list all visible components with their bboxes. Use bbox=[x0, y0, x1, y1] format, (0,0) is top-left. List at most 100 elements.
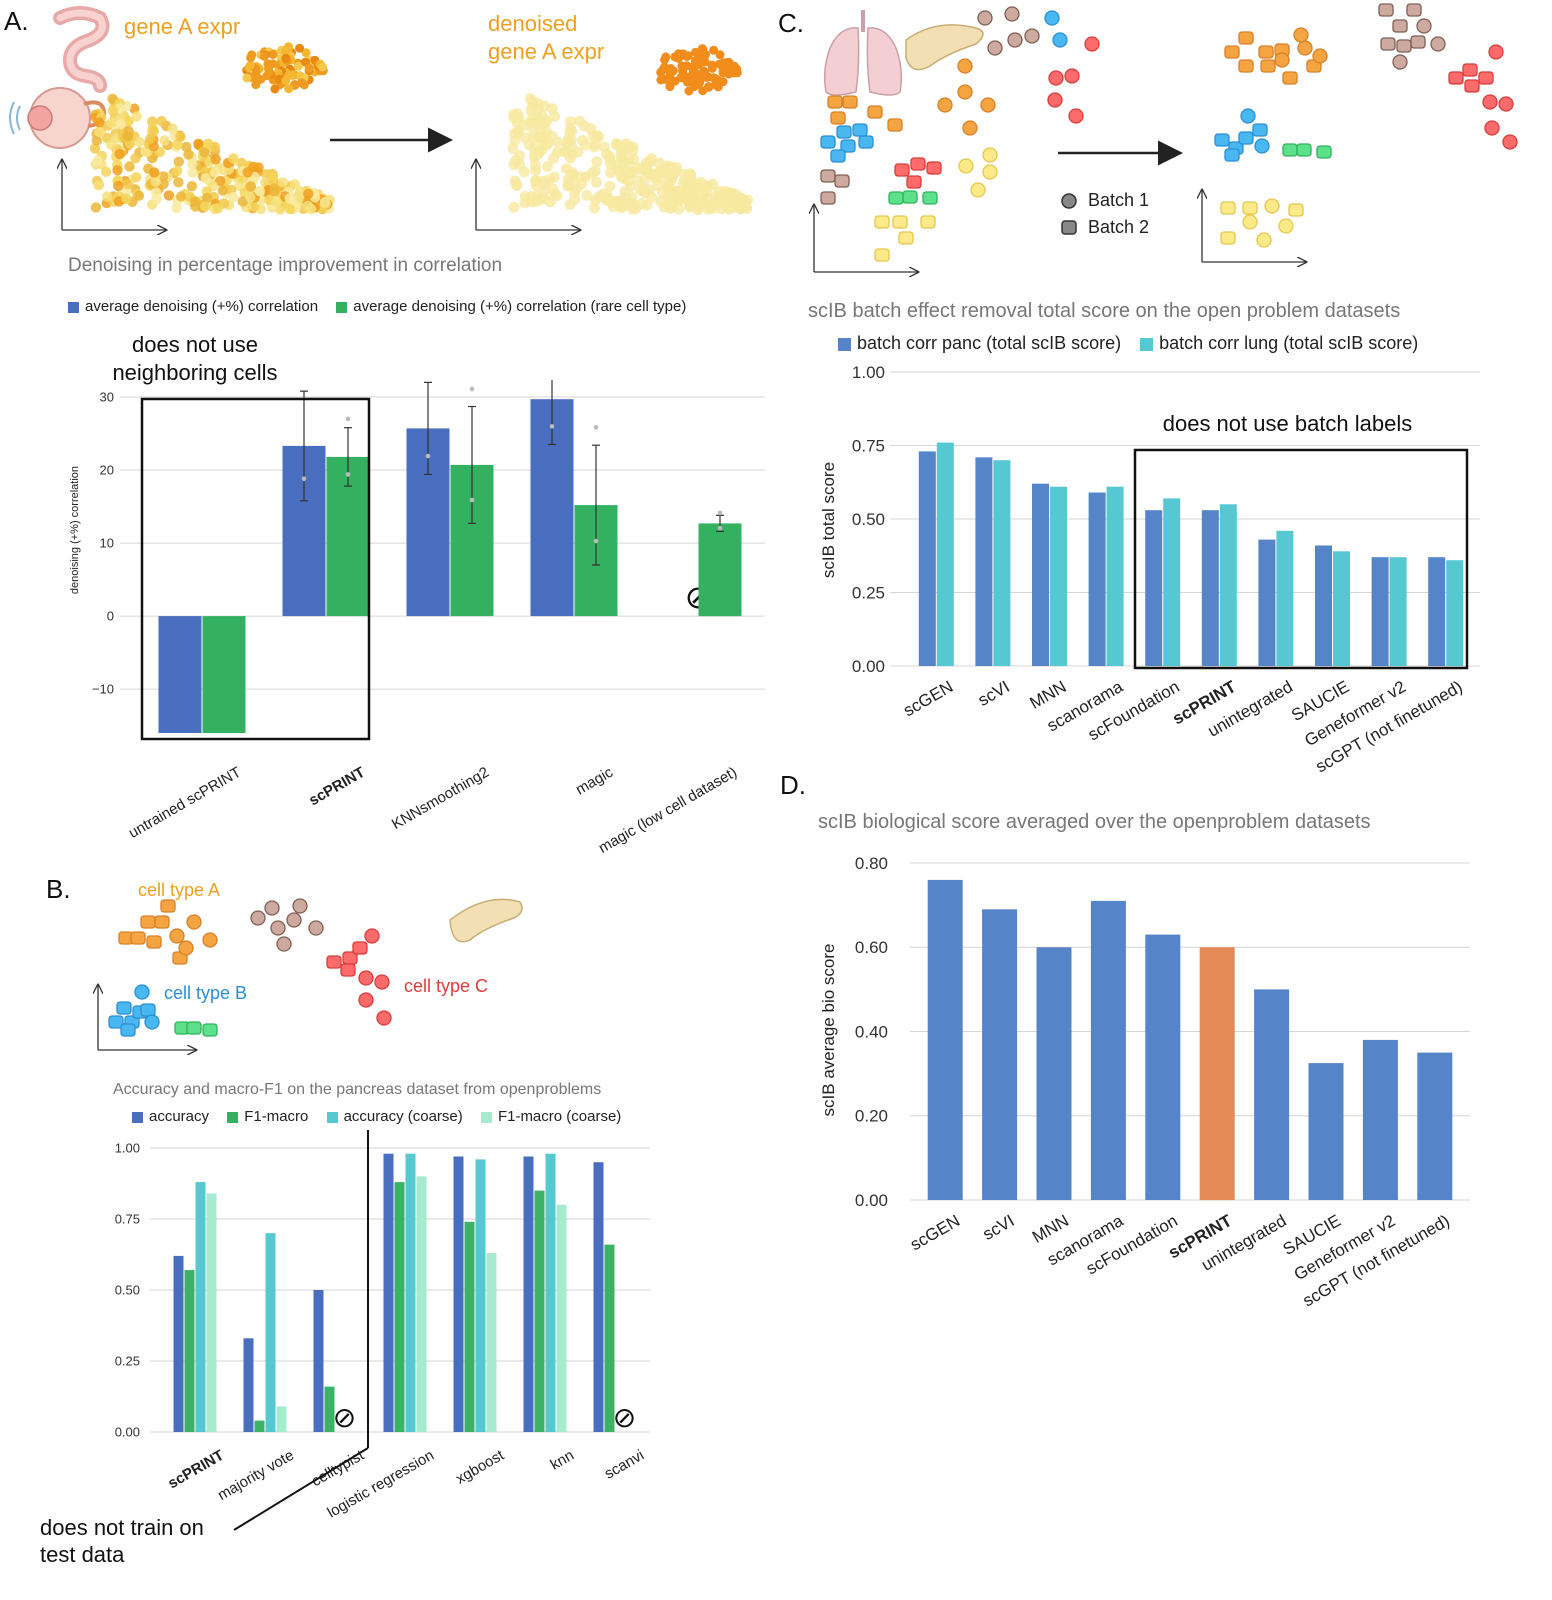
cell-square bbox=[1282, 143, 1298, 157]
cell-circle bbox=[1064, 68, 1080, 84]
replicate-point bbox=[345, 472, 351, 477]
legend-swatch bbox=[68, 301, 79, 313]
legend-label: batch corr panc (total scIB score) bbox=[857, 333, 1122, 353]
replicate-point bbox=[469, 497, 475, 503]
cell-square bbox=[888, 191, 904, 205]
cell-circle bbox=[1312, 48, 1328, 64]
bar bbox=[195, 1182, 206, 1432]
bar bbox=[184, 1270, 195, 1432]
y-tick-label: 0 bbox=[107, 609, 114, 624]
scatter-point bbox=[248, 201, 260, 212]
blob-point bbox=[682, 61, 692, 71]
cell-square bbox=[1224, 148, 1240, 162]
scatter-point bbox=[171, 202, 182, 214]
scatter-point bbox=[156, 116, 167, 127]
cell-circle bbox=[958, 158, 974, 174]
scatter-point bbox=[93, 180, 104, 191]
legend-swatch bbox=[227, 1111, 239, 1123]
legend-item: batch corr panc (total scIB score) bbox=[838, 333, 1121, 353]
legend-swatch bbox=[838, 337, 851, 351]
scatter-point bbox=[124, 161, 135, 172]
scatter-point bbox=[129, 103, 140, 114]
scatter-point bbox=[574, 115, 586, 127]
bar bbox=[556, 1204, 567, 1432]
legend-label: average denoising (+%) correlation (rare… bbox=[353, 298, 687, 315]
cell-square bbox=[887, 118, 903, 132]
cell-square bbox=[108, 1015, 124, 1029]
x-tick-label: scGEN bbox=[907, 1211, 963, 1254]
bar bbox=[1199, 947, 1235, 1201]
cell-circle bbox=[276, 936, 292, 952]
scatter-point bbox=[738, 198, 750, 209]
scatter-point bbox=[601, 148, 612, 160]
bar bbox=[982, 909, 1018, 1200]
blob-point bbox=[252, 73, 262, 83]
scatter-point bbox=[538, 193, 550, 205]
scatter-point bbox=[187, 158, 198, 170]
bar bbox=[1333, 551, 1350, 666]
cell-circle bbox=[1274, 52, 1290, 68]
bar bbox=[1315, 545, 1332, 666]
bar bbox=[1428, 557, 1446, 666]
legend-b: accuracy F1-macro accuracy (coarse) F1-m… bbox=[132, 1108, 635, 1125]
scatter-point bbox=[620, 138, 632, 150]
scatter-point bbox=[302, 200, 314, 212]
legend-item: average denoising (+%) correlation (rare… bbox=[336, 298, 686, 315]
cell-square bbox=[1258, 45, 1274, 59]
cell-square bbox=[1260, 59, 1276, 73]
legend-swatch bbox=[1140, 337, 1154, 351]
scatter-point bbox=[685, 171, 697, 183]
x-tick-label: magic (low cell dataset) bbox=[596, 764, 740, 857]
x-tick-label: KNNsmoothing2 bbox=[389, 764, 492, 833]
replicate-point bbox=[345, 416, 351, 422]
scatter-point bbox=[100, 166, 112, 177]
scatter-point bbox=[695, 176, 707, 188]
scatter-point bbox=[187, 167, 198, 178]
blob-point bbox=[656, 75, 666, 85]
y-tick-label: 1.00 bbox=[852, 363, 885, 382]
scatter-point bbox=[707, 178, 719, 190]
bar bbox=[486, 1253, 497, 1432]
denoised-line2: gene A expr bbox=[488, 39, 605, 64]
batch-2-marker bbox=[1061, 220, 1077, 235]
cell-square bbox=[160, 899, 176, 913]
scatter-point bbox=[173, 177, 184, 188]
scatter-point bbox=[175, 191, 187, 202]
y-tick-label: 0.00 bbox=[855, 1191, 888, 1210]
bar bbox=[1308, 1063, 1344, 1200]
blob-point bbox=[709, 45, 719, 55]
scatter-point bbox=[672, 185, 684, 197]
scatter-point bbox=[175, 131, 186, 142]
scatter-point bbox=[212, 203, 224, 214]
cell-circle bbox=[358, 992, 374, 1008]
cell-circle bbox=[264, 900, 280, 916]
legend-item: average denoising (+%) correlation bbox=[68, 298, 318, 315]
scatter-point bbox=[635, 185, 647, 196]
x-tick-label: knn bbox=[548, 1447, 577, 1474]
cell-square bbox=[1224, 45, 1240, 59]
cell-circle bbox=[202, 932, 218, 948]
cell-square bbox=[910, 157, 926, 171]
scatter-point bbox=[662, 191, 674, 203]
blob-point bbox=[666, 75, 676, 85]
cell-square bbox=[1242, 201, 1258, 215]
x-tick-label: untrained scPRINT bbox=[126, 764, 244, 842]
blob-point bbox=[715, 50, 725, 60]
scatter-point bbox=[113, 180, 124, 192]
y-axis-label: scIB average bio score bbox=[819, 944, 838, 1117]
cell-circle bbox=[1024, 28, 1040, 44]
cell-square bbox=[140, 915, 156, 929]
blob-point bbox=[318, 62, 328, 72]
gene-expression-blob bbox=[242, 42, 328, 94]
cell-circle bbox=[1482, 94, 1498, 110]
intestine-icon bbox=[53, 6, 110, 93]
scatter-point bbox=[530, 180, 542, 192]
bar bbox=[1219, 504, 1237, 666]
scatter-point bbox=[630, 202, 642, 214]
scatter-point bbox=[253, 162, 264, 173]
blob-point bbox=[695, 78, 705, 87]
y-tick-label: 0.40 bbox=[855, 1022, 888, 1041]
cell-square bbox=[1296, 143, 1312, 157]
cell-circle bbox=[982, 164, 998, 180]
bar bbox=[1276, 530, 1294, 666]
